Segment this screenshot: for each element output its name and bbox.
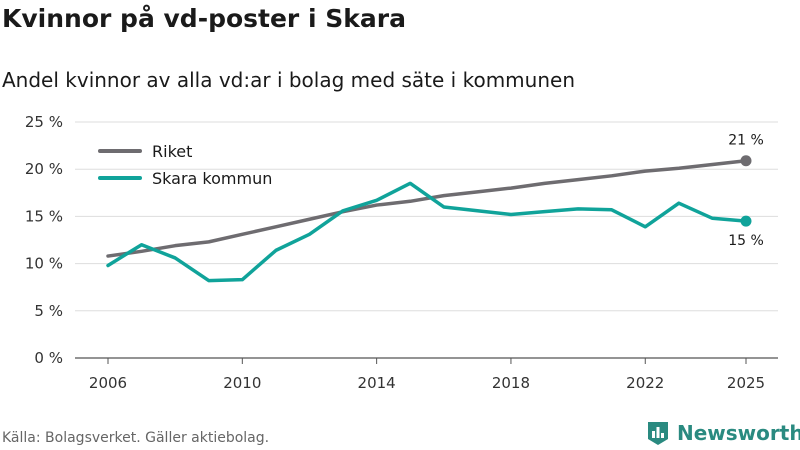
end-markers: 21 % 15 %: [728, 133, 764, 249]
x-tick-label: 2022: [626, 374, 664, 392]
end-point-skara: [740, 215, 752, 227]
x-axis-ticks: 2006 2010 2014 2018 2022 2025: [89, 358, 765, 392]
y-tick-label: 10 %: [25, 255, 63, 273]
x-tick-label: 2006: [89, 374, 127, 392]
line-chart: 0 %5 %10 %15 %20 %25 % 2006 2010 2014 2018 2…: [25, 113, 778, 392]
y-tick-label: 0 %: [34, 349, 63, 367]
y-axis-ticks: 0 % 5 % 10 % 15 % 20 % 25 %: [25, 113, 63, 367]
brand-name: Newsworthy: [677, 421, 800, 445]
chart-subtitle: Andel kvinnor av alla vd:ar i bolag med …: [2, 68, 575, 92]
x-tick-label: 2025: [727, 374, 765, 392]
x-tick-label: 2010: [223, 374, 261, 392]
legend-label-skara: Skara kommun: [152, 169, 272, 188]
y-tick-label: 20 %: [25, 160, 63, 178]
end-label-skara: 15 %: [728, 233, 764, 249]
y-tick-label: 15 %: [25, 207, 63, 225]
legend: Riket Skara kommun: [98, 142, 272, 188]
y-tick-label: 25 %: [25, 113, 63, 131]
x-tick-label: 2018: [492, 374, 530, 392]
end-label-riket: 21 %: [728, 133, 764, 149]
newsworthy-logo-icon: [648, 422, 668, 445]
legend-label-riket: Riket: [152, 142, 192, 161]
brand-logo: Newsworthy: [645, 420, 800, 446]
chart-title: Kvinnor på vd-poster i Skara: [2, 4, 406, 33]
series-line-skara: [106, 181, 748, 283]
x-tick-label: 2014: [358, 374, 396, 392]
series-lines: [106, 158, 748, 283]
y-tick-label: 5 %: [34, 302, 63, 320]
series-line-riket: [106, 158, 748, 258]
end-point-riket: [740, 155, 752, 167]
source-note: Källa: Bolagsverket. Gäller aktiebolag.: [2, 430, 270, 446]
